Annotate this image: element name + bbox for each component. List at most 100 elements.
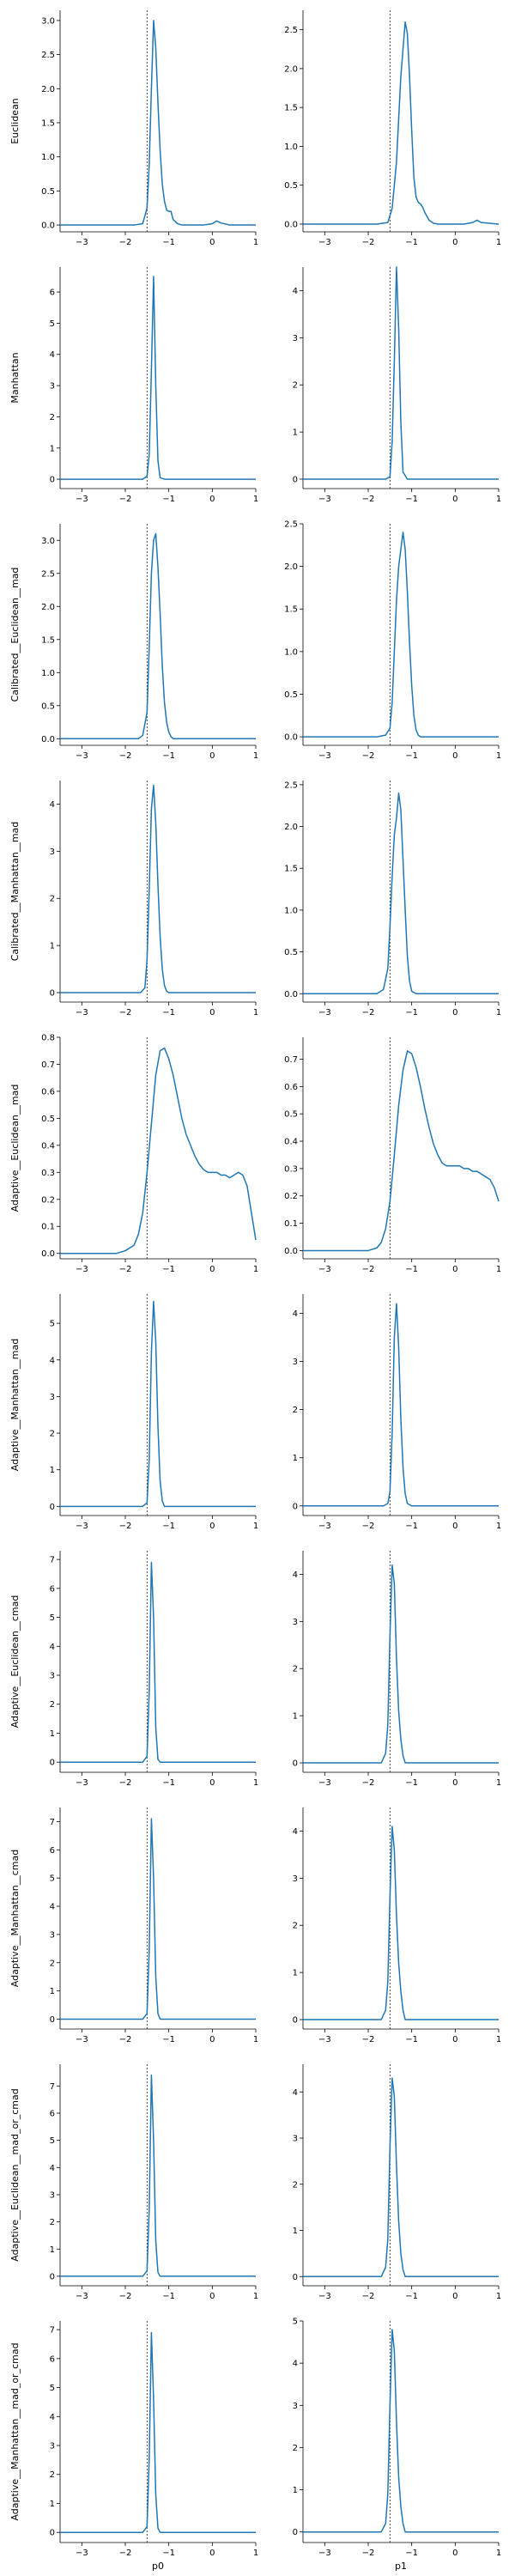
x-tick-label: −3 (318, 1778, 331, 1788)
x-tick-label: −1 (405, 1008, 418, 1018)
x-tick-label: −2 (119, 495, 132, 504)
x-tick-label: 1 (253, 2035, 258, 2044)
y-tick-label: 4 (50, 350, 55, 360)
y-tick-label: 1 (50, 2245, 55, 2255)
x-tick-label: −3 (76, 1008, 88, 1018)
y-tick-label: 1.5 (284, 104, 298, 113)
x-tick-label: 0 (452, 1008, 457, 1018)
x-tick-label: 1 (253, 1008, 258, 1018)
density-panel: −3 −2 −1 0 1 0 1 2 3 4 (293, 266, 501, 504)
x-tick-label: −1 (405, 495, 418, 504)
x-tick-label: −3 (318, 2549, 331, 2558)
x-tick-label: −1 (405, 2292, 418, 2301)
y-tick-label: 0.0 (41, 1249, 55, 1259)
density-curve (303, 2077, 499, 2277)
x-tick-label: −2 (119, 2292, 132, 2301)
y-tick-label: 2 (293, 1922, 298, 1931)
y-tick-label: 6 (50, 1584, 55, 1594)
x-tick-label: −1 (162, 495, 175, 504)
x-tick-label: −2 (119, 1778, 132, 1788)
x-tick-label: −3 (76, 1778, 88, 1788)
x-tick-label: −3 (318, 495, 331, 504)
y-tick-label: 2.5 (41, 569, 55, 579)
density-curve (303, 792, 499, 995)
y-tick-label: 0.6 (284, 1083, 298, 1092)
y-tick-label: 0.1 (284, 1219, 298, 1229)
density-panel: −3 −2 −1 0 1 0 1 2 3 4 5 6 7 (50, 2064, 258, 2301)
y-tick-label: 1 (50, 942, 55, 951)
y-tick-label: 0.2 (284, 1192, 298, 1201)
x-tick-label: −1 (162, 2035, 175, 2044)
y-tick-label: 1 (293, 1712, 298, 1722)
y-tick-label: 2 (50, 1430, 55, 1439)
x-tick-label: 1 (496, 2035, 501, 2044)
y-tick-label: 3 (50, 2442, 55, 2451)
x-tick-label: −2 (362, 2292, 375, 2301)
y-tick-label: 0.0 (284, 1247, 298, 1256)
y-tick-label: 0 (50, 2272, 55, 2281)
y-tick-label: 1.0 (41, 153, 55, 162)
x-tick-label: −2 (119, 2549, 132, 2558)
density-panel: −3 −2 −1 0 1 0 1 2 3 4 5 6 7 p0 (50, 2321, 258, 2572)
y-tick-label: 3 (293, 334, 298, 343)
y-tick-label: 0.0 (284, 220, 298, 229)
x-tick-label: −1 (162, 1778, 175, 1788)
x-tick-label: 0 (452, 2292, 457, 2301)
density-panel: −3 −2 −1 0 1 0.0 0.1 0.2 0.3 0.4 0.5 0.6 0.7 (284, 1037, 501, 1274)
density-panel: −3 −2 −1 0 1 0 1 2 3 4 5 6 7 (50, 1551, 258, 1788)
y-tick-label: 1 (50, 2500, 55, 2509)
y-tick-label: 0.5 (41, 702, 55, 711)
density-panel: −3 −2 −1 0 1 0 1 2 3 4 (293, 1294, 501, 1531)
y-tick-label: 5 (50, 1613, 55, 1623)
x-tick-label: 0 (452, 2035, 457, 2044)
x-tick-label: −1 (162, 2549, 175, 2558)
x-tick-label: −1 (405, 1265, 418, 1274)
y-tick-label: 6 (50, 2109, 55, 2118)
x-tick-label: −1 (162, 2292, 175, 2301)
x-tick-label: 0 (452, 2549, 457, 2558)
y-tick-label: 1 (50, 1729, 55, 1739)
density-curve (60, 2074, 256, 2277)
y-tick-label: 0.4 (41, 1141, 55, 1151)
y-tick-label: 0.6 (41, 1087, 55, 1097)
x-tick-label: 0 (209, 495, 215, 504)
y-tick-label: 3 (293, 1618, 298, 1627)
y-tick-label: 4 (50, 1903, 55, 1912)
x-tick-label: −2 (362, 238, 375, 247)
column-xlabel: p0 (152, 2561, 164, 2572)
x-tick-label: −3 (318, 1522, 331, 1531)
y-tick-label: 4 (50, 800, 55, 810)
y-tick-label: 1 (293, 1969, 298, 1978)
x-tick-label: −3 (76, 2549, 88, 2558)
x-tick-label: 1 (253, 495, 258, 504)
y-tick-label: 4 (293, 1827, 298, 1837)
y-tick-label: 1.0 (284, 906, 298, 915)
y-tick-label: 1.5 (41, 635, 55, 645)
density-curve (60, 1300, 256, 1508)
x-tick-label: −3 (76, 2292, 88, 2301)
x-tick-label: −3 (76, 751, 88, 761)
y-tick-label: 1.5 (41, 118, 55, 128)
y-tick-label: 7 (50, 2082, 55, 2092)
y-tick-label: 3 (293, 1358, 298, 1367)
x-tick-label: 0 (209, 1008, 215, 1018)
x-tick-label: 0 (209, 2292, 215, 2301)
x-tick-label: −1 (162, 1008, 175, 1018)
density-curve (303, 1826, 499, 2020)
y-tick-label: 2.0 (284, 823, 298, 832)
y-tick-label: 5 (50, 1320, 55, 1329)
y-tick-label: 1.0 (284, 647, 298, 657)
density-curve (303, 21, 500, 225)
y-tick-label: 0.0 (284, 733, 298, 743)
density-curve (303, 266, 499, 480)
y-tick-label: 4 (293, 287, 298, 296)
x-tick-label: −2 (362, 2035, 375, 2044)
row-ylabel: Adaptive__Euclidean__cmad (9, 1595, 21, 1728)
x-tick-label: −3 (76, 238, 88, 247)
y-tick-label: 2 (50, 2470, 55, 2480)
y-tick-label: 0.5 (41, 1115, 55, 1124)
x-tick-label: 1 (253, 2549, 258, 2558)
y-tick-label: 0 (293, 2528, 298, 2537)
density-panel: −3 −2 −1 0 1 0 1 2 3 4 5 6 (50, 267, 258, 504)
row-ylabel: Adaptive__Euclidean__mad (9, 1084, 21, 1212)
